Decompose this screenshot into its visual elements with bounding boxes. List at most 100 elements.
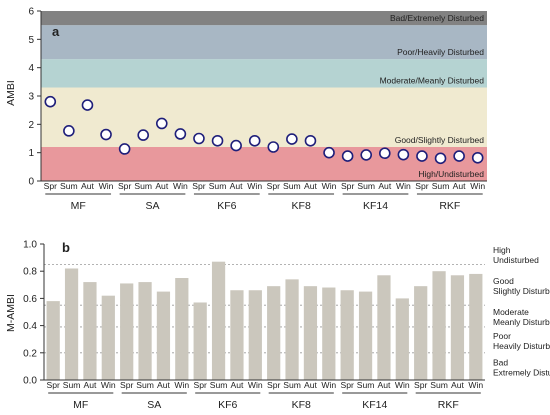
bar bbox=[156, 291, 171, 380]
site-label: KF14 bbox=[362, 399, 387, 411]
zone-label: Bad/Extremely Disturbed bbox=[390, 13, 484, 23]
season-tick-label: Sum bbox=[432, 181, 450, 191]
data-point bbox=[193, 132, 205, 145]
data-point bbox=[211, 134, 224, 147]
data-point bbox=[44, 95, 57, 108]
season-tick-label: Spr bbox=[194, 380, 208, 390]
data-point bbox=[304, 134, 317, 147]
y-tick-label: 0.4 bbox=[23, 321, 37, 332]
bar bbox=[358, 291, 373, 380]
panel-b-chart: 0.00.20.40.60.81.0 Spr Sum Aut Win Spr Sum Aut… bbox=[5, 240, 550, 412]
site-label: RKF bbox=[438, 399, 459, 411]
season-tick-label: Spr bbox=[267, 181, 281, 191]
season-tick-label: Aut bbox=[378, 181, 392, 191]
season-tick-label: Aut bbox=[230, 380, 244, 390]
season-tick-label: Win bbox=[470, 181, 485, 191]
data-point bbox=[230, 139, 242, 152]
bar bbox=[414, 286, 428, 380]
bar bbox=[432, 271, 446, 380]
site-label: KF8 bbox=[292, 399, 311, 411]
data-point bbox=[137, 129, 150, 141]
zone-label: Poor/Heavily Disturbed bbox=[397, 47, 484, 57]
class-label: Good bbox=[493, 276, 514, 286]
bar bbox=[230, 290, 244, 380]
data-point bbox=[267, 141, 280, 153]
data-point bbox=[434, 152, 447, 165]
data-point bbox=[118, 143, 131, 155]
class-label: Poor bbox=[493, 331, 511, 341]
season-tick-label: Win bbox=[395, 380, 410, 390]
class-sublabel: Extremely Disturbed bbox=[493, 367, 550, 377]
season-tick-label: Sum bbox=[210, 380, 228, 390]
season-tick-label: Sum bbox=[136, 380, 154, 390]
season-tick-label: Sum bbox=[134, 181, 152, 191]
zone-band bbox=[41, 147, 487, 181]
season-tick-label: Win bbox=[247, 181, 262, 191]
site-label: KF8 bbox=[292, 200, 311, 212]
bar bbox=[175, 278, 189, 380]
bar bbox=[101, 295, 115, 380]
site-label: MF bbox=[73, 399, 88, 411]
season-tick-label: Sum bbox=[209, 181, 227, 191]
season-tick-label: Win bbox=[173, 181, 188, 191]
bar bbox=[450, 275, 465, 380]
y-tick-label: 0.2 bbox=[23, 348, 37, 359]
bar bbox=[83, 282, 97, 380]
season-tick-label: Sum bbox=[283, 181, 301, 191]
y-tick-label: 5 bbox=[28, 35, 34, 46]
class-label: High bbox=[493, 245, 511, 255]
y-tick-label: 4 bbox=[28, 63, 34, 74]
season-tick-label: Sum bbox=[63, 380, 81, 390]
season-tick-label: Aut bbox=[83, 380, 97, 390]
season-tick-label: Spr bbox=[192, 181, 206, 191]
season-tick-label: Aut bbox=[377, 380, 391, 390]
y-tick-label: 0 bbox=[28, 177, 34, 188]
bar bbox=[64, 268, 79, 380]
season-tick-label: Sum bbox=[357, 380, 375, 390]
panel-a-chart: High/Undisturbed Good/Slightly Disturbed M… bbox=[5, 7, 487, 212]
zone-label: Good/Slightly Disturbed bbox=[395, 135, 485, 145]
data-point bbox=[416, 150, 428, 162]
class-sublabel: Meanly Disturbed bbox=[493, 317, 550, 327]
site-label: KF6 bbox=[217, 200, 236, 212]
class-sublabel: Heavily Disturbed bbox=[493, 341, 550, 351]
panel-a-label: a bbox=[52, 24, 60, 39]
season-tick-label: Spr bbox=[118, 181, 132, 191]
data-point bbox=[155, 117, 168, 130]
season-tick-label: Spr bbox=[120, 380, 134, 390]
site-label: KF14 bbox=[363, 200, 388, 212]
bar bbox=[46, 301, 60, 380]
data-point bbox=[471, 151, 484, 164]
y-tick-label: 0.0 bbox=[23, 376, 37, 387]
zone-band bbox=[41, 87, 487, 147]
season-tick-label: Aut bbox=[230, 181, 244, 191]
zone-label: Moderate/Meanly Disturbed bbox=[380, 76, 485, 86]
site-label: RKF bbox=[439, 200, 460, 212]
panel-b-label: b bbox=[62, 240, 70, 255]
data-point bbox=[174, 128, 187, 140]
season-tick-label: Aut bbox=[451, 380, 465, 390]
site-label: MF bbox=[71, 200, 86, 212]
data-point bbox=[397, 148, 410, 161]
class-label: Moderate bbox=[493, 307, 529, 317]
bar bbox=[120, 283, 134, 380]
data-point bbox=[378, 147, 391, 160]
season-tick-label: Aut bbox=[453, 181, 467, 191]
data-point bbox=[248, 134, 261, 147]
zone-band bbox=[41, 59, 487, 88]
data-point bbox=[323, 146, 335, 159]
panel-b-y-axis-label: M-AMBI bbox=[5, 294, 17, 332]
bar bbox=[377, 275, 391, 380]
site-label: SA bbox=[147, 399, 161, 411]
bar bbox=[193, 302, 207, 380]
site-label: KF6 bbox=[218, 399, 237, 411]
season-tick-label: Win bbox=[99, 181, 114, 191]
season-tick-label: Win bbox=[321, 380, 336, 390]
season-tick-label: Aut bbox=[304, 380, 318, 390]
y-tick-label: 2 bbox=[28, 120, 34, 131]
data-point bbox=[453, 150, 465, 162]
class-sublabel: Slightly Disturbed bbox=[493, 286, 550, 296]
season-tick-label: Sum bbox=[283, 380, 301, 390]
season-tick-label: Spr bbox=[47, 380, 61, 390]
bar bbox=[211, 261, 226, 380]
